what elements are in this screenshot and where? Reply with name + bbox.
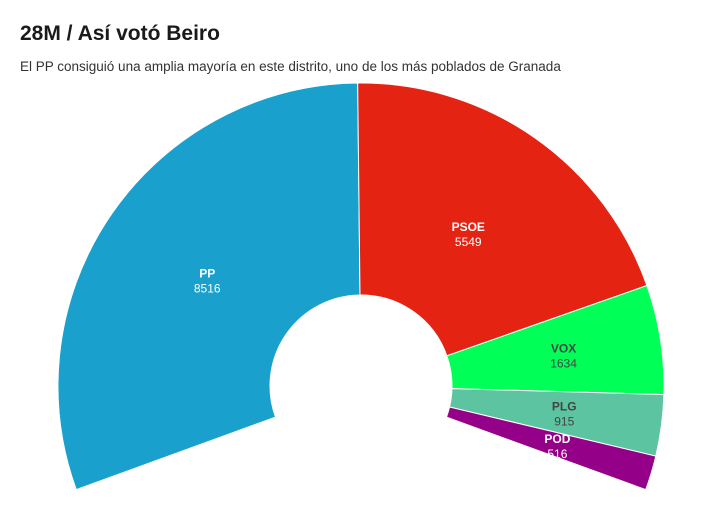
slice-label-pod: POD bbox=[544, 432, 570, 446]
slice-pp[interactable] bbox=[57, 82, 361, 491]
slice-value-vox: 1634 bbox=[550, 356, 577, 370]
slice-label-plg: PLG bbox=[552, 400, 577, 414]
chart-subtitle: El PP consiguió una amplia mayoría en es… bbox=[20, 59, 561, 74]
slice-psoe[interactable] bbox=[357, 82, 648, 357]
slice-value-plg: 915 bbox=[554, 415, 574, 429]
slice-pod[interactable] bbox=[445, 406, 657, 491]
slice-label-pp: PP bbox=[199, 267, 215, 281]
chart-title: 28M / Así votó Beiro bbox=[20, 22, 220, 45]
slice-value-pp: 8516 bbox=[194, 282, 221, 296]
slice-label-psoe: PSOE bbox=[452, 220, 485, 234]
slice-value-pod: 516 bbox=[547, 447, 567, 461]
slice-value-psoe: 5549 bbox=[455, 235, 482, 249]
slice-label-vox: VOX bbox=[551, 341, 576, 355]
